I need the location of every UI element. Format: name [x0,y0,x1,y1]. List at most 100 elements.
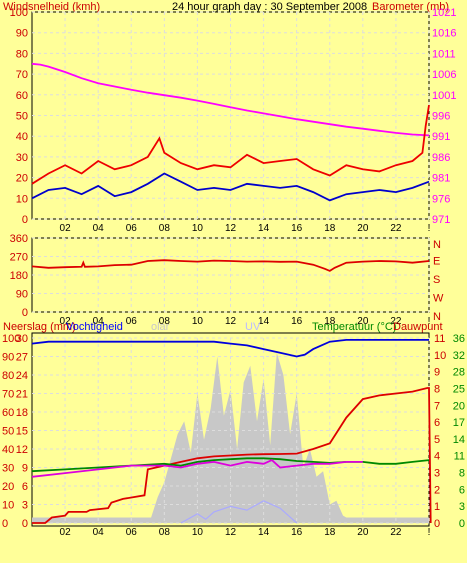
x-tick-rain: ! [428,527,431,538]
y-tick-humidity: 24 [16,370,28,382]
x-tick-wind: 14 [258,223,270,234]
series-line-barometermb [31,62,430,137]
compass-tick: W [433,293,444,305]
y-tick-barometer: 996 [432,111,450,123]
y-tick-humidity: 0 [22,518,28,530]
y-tick-wind: 20 [16,173,28,185]
x-tick-wind: 12 [225,223,237,234]
x-tick-rain: 08 [159,527,171,538]
y-tick-barometer: 971 [432,214,450,226]
y-tick-temperature: 20 [453,400,465,412]
y-tick-temperature: 11 [454,451,465,463]
y-tick-wind: 60 [16,90,28,102]
y-tick-wind: 70 [16,69,28,81]
y-tick-humidity: 9 [22,463,28,475]
y-tick-dewpoint: 10 [434,350,446,362]
y-tick-humidity: 15 [16,426,28,438]
temperature-axis-label: Temperatuur (°C) [312,321,396,333]
y-tick-humidity: 6 [22,481,28,493]
y-tick-rain: 30 [2,463,14,475]
y-tick-humidity: 27 [16,352,28,364]
x-tick-direction: 12 [225,316,237,327]
x-tick-rain: 20 [357,527,369,538]
y-tick-rain: 0 [2,518,8,530]
y-tick-barometer: 1011 [432,48,456,60]
y-tick-direction: 360 [10,233,28,245]
x-tick-rain: 04 [93,527,105,538]
x-tick-wind: 22 [390,223,402,234]
y-tick-temperature: 14 [453,434,465,446]
x-tick-rain: 12 [225,527,237,538]
barometer-axis-label: Barometer (mb) [372,1,449,13]
compass-tick: S [433,274,440,286]
y-tick-barometer: 1021 [432,7,456,19]
x-tick-direction: 04 [93,316,105,327]
y-tick-temperature: 8 [459,468,465,480]
y-tick-direction: 0 [22,307,28,319]
x-tick-wind: 20 [357,223,369,234]
y-tick-humidity: 18 [16,407,28,419]
wind-axis-label: Windsnelheid (kmh) [3,1,100,13]
series-line-gust [31,104,430,185]
y-tick-temperature: 3 [459,501,465,513]
y-tick-barometer: 986 [432,152,450,164]
x-tick-rain: 16 [291,527,303,538]
y-tick-rain: 20 [2,481,14,493]
x-tick-rain: 10 [192,527,204,538]
x-tick-wind: 04 [93,223,105,234]
y-tick-wind: 50 [16,111,28,123]
x-tick-wind: 06 [126,223,138,234]
y-tick-rain: 100 [2,333,20,345]
y-tick-dewpoint: 5 [434,434,440,446]
x-tick-wind: ! [428,223,431,234]
y-tick-wind: 40 [16,131,28,143]
x-tick-direction: 10 [192,316,204,327]
y-tick-rain: 80 [2,370,14,382]
x-tick-direction: 20 [357,316,369,327]
x-tick-direction: 08 [159,316,171,327]
x-tick-wind: 02 [60,223,72,234]
y-tick-dewpoint: 9 [434,367,440,379]
x-tick-wind: 08 [159,223,171,234]
y-tick-humidity: 3 [22,500,28,512]
series-line-vochtigheid [31,339,429,358]
y-tick-barometer: 991 [432,131,450,143]
y-tick-humidity: 12 [16,444,28,456]
y-tick-temperature: 28 [453,367,465,379]
x-tick-rain: 06 [126,527,138,538]
y-tick-rain: 50 [2,426,14,438]
y-tick-barometer: 976 [432,193,450,205]
y-tick-wind: 0 [22,214,28,226]
uv-axis-label: UV [245,321,261,333]
y-tick-temperature: 25 [453,383,465,395]
rain-axis-label: Neerslag (mm) [3,321,76,333]
y-tick-dewpoint: 0 [434,518,440,530]
x-tick-direction: 16 [291,316,303,327]
y-tick-temperature: 0 [459,518,465,530]
series-line-neerslagmm [32,387,432,524]
compass-tick: N [433,239,441,251]
y-tick-dewpoint: 6 [434,417,440,429]
x-tick-rain: 18 [324,527,336,538]
series-line-direction [31,259,430,272]
y-tick-wind: 10 [16,193,28,205]
y-tick-temperature: 6 [459,484,465,496]
y-tick-direction: 180 [10,270,28,282]
y-tick-rain: 10 [2,500,14,512]
x-tick-direction: 06 [126,316,138,327]
x-tick-direction: 14 [258,316,270,327]
y-tick-dewpoint: 1 [434,501,440,513]
solar-area [32,352,429,523]
y-tick-wind: 30 [16,152,28,164]
y-tick-dewpoint: 11 [434,333,445,345]
x-tick-wind: 18 [324,223,336,234]
y-tick-dewpoint: 2 [434,484,440,496]
x-tick-rain: 14 [258,527,270,538]
y-tick-rain: 90 [2,352,14,364]
y-tick-dewpoint: 3 [434,468,440,480]
y-tick-rain: 60 [2,407,14,419]
y-tick-temperature: 32 [453,350,465,362]
y-tick-direction: 270 [10,252,28,264]
y-tick-humidity: 21 [16,389,28,401]
